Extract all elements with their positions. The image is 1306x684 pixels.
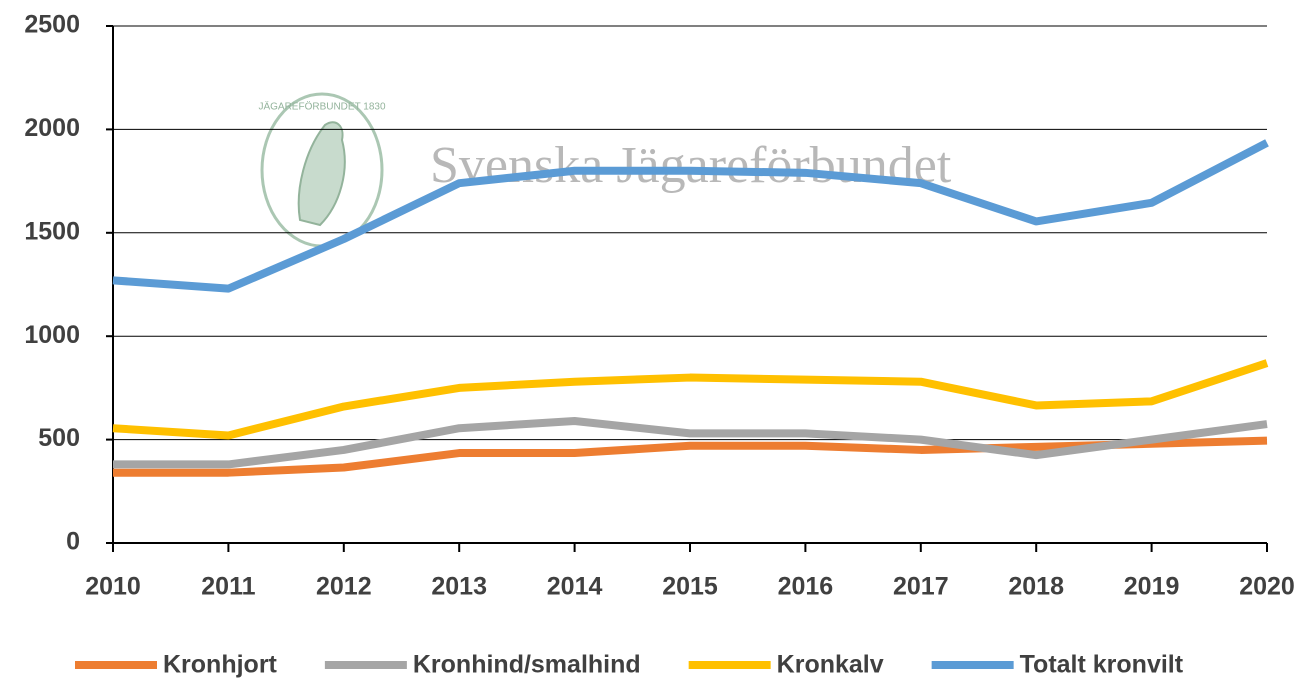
logo-bird (297, 121, 346, 227)
y-tick-label: 500 (38, 424, 80, 452)
x-tick-label: 2012 (316, 573, 372, 601)
watermark: Svenska Jägareförbundet (430, 137, 952, 194)
series-line (113, 436, 1268, 477)
x-tick-label: 2018 (1008, 573, 1064, 601)
x-tick-label: 2015 (662, 573, 718, 601)
x-tick-label: 2016 (778, 573, 834, 601)
x-tick-label: 2013 (431, 573, 487, 601)
x-tick-label: 2020 (1239, 573, 1295, 601)
logo-text: JÄGAREFÖRBUNDET 1830 (258, 101, 386, 113)
y-tick-label: 1500 (24, 217, 80, 245)
y-tick-label: 2500 (24, 11, 80, 39)
legend-label: Kronhind/smalhind (413, 651, 641, 679)
x-tick-label: 2017 (893, 573, 949, 601)
series-line (112, 359, 1269, 440)
legend-label: Kronhjort (163, 651, 278, 679)
x-tick-label: 2019 (1124, 573, 1180, 601)
x-tick-label: 2014 (547, 573, 603, 601)
series-line (112, 139, 1269, 293)
legend-label: Kronkalv (777, 651, 884, 679)
legend-label: Totalt kronvilt (1020, 651, 1184, 679)
y-tick-label: 0 (66, 528, 80, 556)
watermark-logo: JÄGAREFÖRBUNDET 1830 (258, 92, 386, 248)
y-tick-label: 2000 (24, 114, 80, 142)
x-tick-label: 2010 (85, 573, 141, 601)
y-tick-label: 1000 (24, 321, 80, 349)
series-line (113, 416, 1268, 469)
x-tick-label: 2011 (201, 573, 255, 601)
